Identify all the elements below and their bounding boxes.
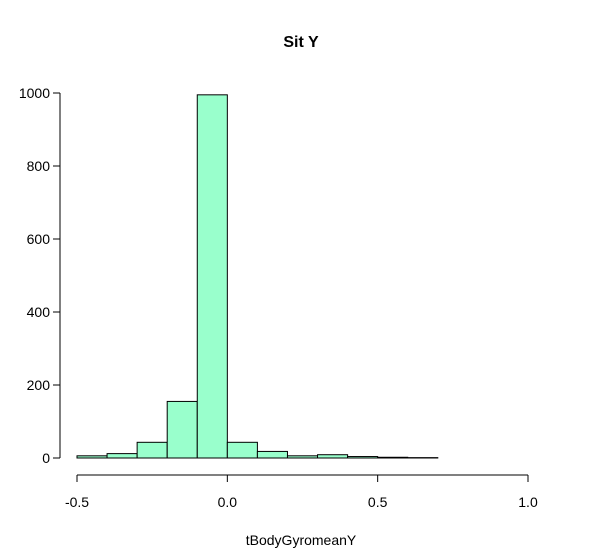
histogram-bar bbox=[166, 400, 198, 459]
y-tick-label: 600 bbox=[27, 231, 51, 247]
y-axis: 0 200 400 600 800 1000 bbox=[19, 85, 61, 466]
histogram-bar bbox=[286, 455, 319, 459]
x-tick-label: 1.0 bbox=[518, 494, 538, 510]
histogram-bars bbox=[76, 94, 439, 459]
histogram-bar bbox=[106, 453, 138, 459]
x-axis: -0.5 0.0 0.5 1.0 bbox=[65, 474, 538, 510]
histogram-bar bbox=[317, 454, 349, 459]
y-tick-label: 200 bbox=[27, 377, 51, 393]
histogram-bar bbox=[256, 450, 288, 459]
y-tick-label: 400 bbox=[27, 304, 51, 320]
y-tick-label: 1000 bbox=[19, 85, 50, 101]
histogram-bar bbox=[226, 441, 258, 459]
histogram-bar bbox=[377, 456, 409, 459]
x-tick-label: 0.5 bbox=[368, 494, 388, 510]
x-axis-label: tBodyGyromeanY bbox=[246, 532, 357, 548]
histogram-bar bbox=[347, 456, 379, 459]
y-tick-label: 800 bbox=[27, 158, 51, 174]
y-tick-label: 0 bbox=[42, 450, 50, 466]
chart-title: Sit Y bbox=[283, 34, 319, 51]
histogram-bar bbox=[76, 455, 108, 459]
x-tick-label: 0.0 bbox=[218, 494, 238, 510]
histogram-bar bbox=[196, 94, 228, 459]
histogram-bar bbox=[136, 441, 168, 459]
x-tick-label: -0.5 bbox=[65, 494, 89, 510]
